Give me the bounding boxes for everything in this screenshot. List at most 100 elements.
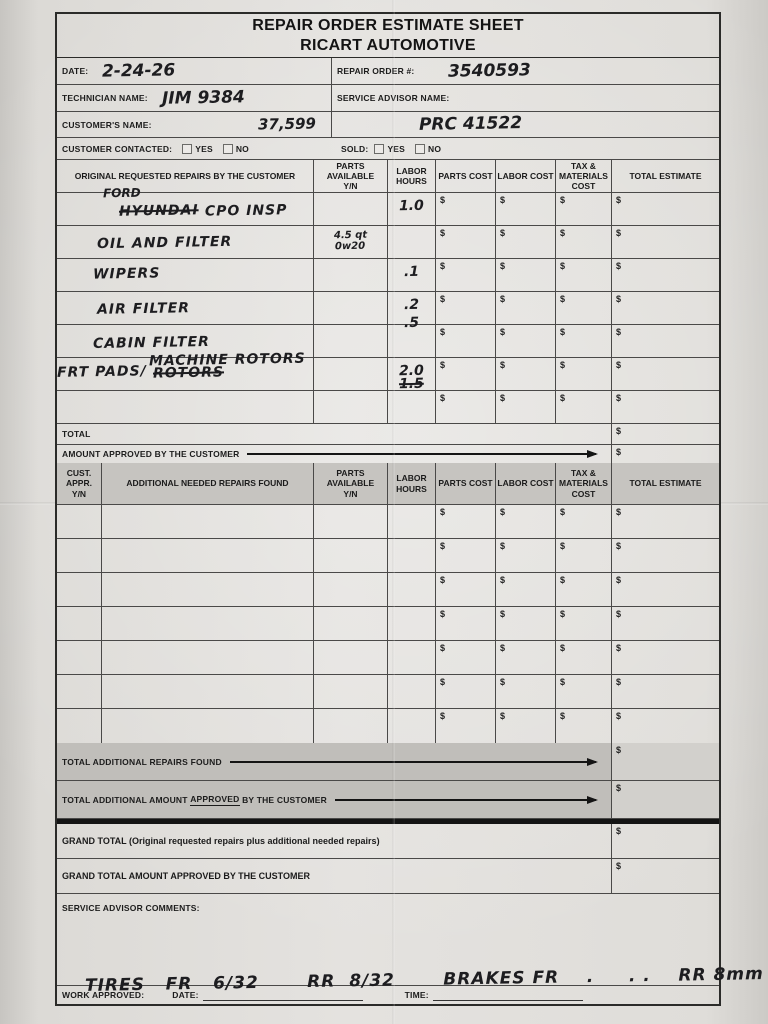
dollar-sign: $ xyxy=(560,575,566,585)
col-labor-hours: LABOR HOURS xyxy=(387,463,435,504)
amount-approved-row: AMOUNT APPROVED BY THE CUSTOMER $ xyxy=(57,445,719,463)
dollar-sign: $ xyxy=(560,261,566,271)
dollar-sign: $ xyxy=(560,393,566,403)
dollar-sign: $ xyxy=(616,447,622,457)
service-advisor-cell: SERVICE ADVISOR NAME: xyxy=(331,85,719,111)
handwritten-parts-2: 0w20 xyxy=(335,240,366,253)
repair-desc-cell xyxy=(101,675,313,708)
repair-desc-cell: FRT PADS/ MACHINE ROTORS ROTORS xyxy=(57,351,313,390)
labor-cost-cell: $ xyxy=(495,607,555,640)
parts-cost-cell: $ xyxy=(435,539,495,572)
additional-table-header: CUST. APPR. Y/N ADDITIONAL NEEDED REPAIR… xyxy=(57,463,719,505)
col-original-repairs: ORIGINAL REQUESTED REPAIRS BY THE CUSTOM… xyxy=(74,170,296,181)
approval-time-line xyxy=(432,990,583,1001)
parts-available-cell xyxy=(313,391,387,423)
col-tax-materials: TAX & MATERIALS COST xyxy=(555,463,611,504)
table-row: CABIN FILTER .5 $ $ $ $ xyxy=(57,315,719,358)
dollar-sign: $ xyxy=(440,643,446,653)
parts-available-cell xyxy=(313,675,387,708)
table-row: $ $ $ $ xyxy=(57,391,719,424)
table-row: $ $ $ $ xyxy=(57,573,719,607)
labor-hours-cell xyxy=(387,391,435,423)
repair-order-form: REPAIR ORDER ESTIMATE SHEET RICART AUTOM… xyxy=(55,12,764,1006)
labor-hours-cell: .2 xyxy=(387,292,435,324)
dollar-sign: $ xyxy=(440,327,446,337)
total-additional-found-cell: $ xyxy=(611,743,719,780)
repair-desc-cell xyxy=(101,573,313,606)
handwritten-labor: 1.0 xyxy=(398,197,425,215)
dollar-sign: $ xyxy=(500,711,506,721)
table-row: FORD HYUNDAI CPO INSP 1.0 $ $ $ $ xyxy=(57,186,719,226)
parts-available-cell xyxy=(313,193,387,225)
col-additional-repairs: ADDITIONAL NEEDED REPAIRS FOUND xyxy=(101,463,313,504)
col-cust-appr: CUST. APPR. Y/N xyxy=(66,468,92,499)
dollar-sign: $ xyxy=(440,294,446,304)
sold-yes-checkbox xyxy=(374,143,385,154)
arrow-line xyxy=(334,795,599,804)
table-row: WIPERS .1 $ $ $ $ xyxy=(57,259,719,292)
labor-cost-cell: $ xyxy=(495,193,555,225)
total-estimate-cell: $ xyxy=(611,641,719,674)
dollar-sign: $ xyxy=(440,195,446,205)
amount-approved-cell: $ xyxy=(611,445,719,463)
tax-cost-cell: $ xyxy=(555,358,611,390)
grand-total-label: GRAND TOTAL (Original requested repairs … xyxy=(62,836,380,846)
labor-hours-cell xyxy=(387,226,435,258)
sold-no-checkbox xyxy=(415,143,426,154)
labor-hours-cell xyxy=(387,709,435,743)
parts-available-cell xyxy=(313,539,387,572)
dollar-sign: $ xyxy=(560,228,566,238)
dollar-sign: $ xyxy=(616,195,622,205)
repair-order-label: REPAIR ORDER #: xyxy=(337,66,415,76)
dollar-sign: $ xyxy=(616,228,622,238)
date-cell: DATE: 2-24-26 xyxy=(57,58,331,84)
service-advisor-label: SERVICE ADVISOR NAME: xyxy=(337,93,450,103)
tax-cost-cell: $ xyxy=(555,709,611,743)
parts-cost-cell: $ xyxy=(435,675,495,708)
labor-cost-cell: $ xyxy=(495,641,555,674)
total-estimate-cell: $ xyxy=(611,226,719,258)
cust-appr-cell xyxy=(57,675,101,708)
parts-available-cell xyxy=(313,358,387,390)
total-estimate-cell: $ xyxy=(611,325,719,357)
repair-desc-cell xyxy=(57,391,313,423)
labor-hours-cell xyxy=(387,641,435,674)
labor-cost-cell: $ xyxy=(495,709,555,743)
total-additional-approved-underlined: APPROVED xyxy=(190,793,240,806)
dollar-sign: $ xyxy=(560,677,566,687)
repair-desc-cell: OIL AND FILTER xyxy=(57,226,313,258)
technician-label: TECHNICIAN NAME: xyxy=(62,93,148,103)
tax-cost-cell: $ xyxy=(555,259,611,291)
total-additional-found-label: TOTAL ADDITIONAL REPAIRS FOUND xyxy=(62,756,222,767)
table-row: $ $ $ $ xyxy=(57,675,719,709)
sold-yes-label: YES xyxy=(387,143,406,154)
repair-desc-cell: AIR FILTER xyxy=(57,292,313,324)
total-additional-found-row: TOTAL ADDITIONAL REPAIRS FOUND $ xyxy=(57,743,719,781)
parts-cost-cell: $ xyxy=(435,607,495,640)
total-estimate-cell: $ xyxy=(611,292,719,324)
approval-time-label: TIME: xyxy=(404,990,429,1000)
dollar-sign: $ xyxy=(560,643,566,653)
original-table-header: ORIGINAL REQUESTED REPAIRS BY THE CUSTOM… xyxy=(57,160,719,193)
col-parts-available: PARTS AVAILABLE Y/N xyxy=(313,463,387,504)
total-amount-cell: $ xyxy=(611,424,719,444)
parts-available-cell: 4.5 qt 0w20 xyxy=(313,226,387,258)
parts-available-cell xyxy=(313,292,387,324)
total-estimate-cell: $ xyxy=(611,259,719,291)
cust-appr-cell xyxy=(57,607,101,640)
parts-available-cell xyxy=(313,573,387,606)
dollar-sign: $ xyxy=(560,541,566,551)
dollar-sign: $ xyxy=(616,575,622,585)
contacted-row: CUSTOMER CONTACTED: YES NO SOLD: YES NO xyxy=(57,138,719,160)
dollar-sign: $ xyxy=(616,745,622,755)
parts-cost-cell: $ xyxy=(435,391,495,423)
dollar-sign: $ xyxy=(440,711,446,721)
labor-hours-cell xyxy=(387,607,435,640)
tax-cost-cell: $ xyxy=(555,573,611,606)
labor-hours-cell xyxy=(387,573,435,606)
cust-appr-cell xyxy=(57,709,101,743)
labor-cost-cell: $ xyxy=(495,226,555,258)
col-parts-cost: PARTS COST xyxy=(435,463,495,504)
customer-contacted-label: CUSTOMER CONTACTED: xyxy=(62,143,173,154)
